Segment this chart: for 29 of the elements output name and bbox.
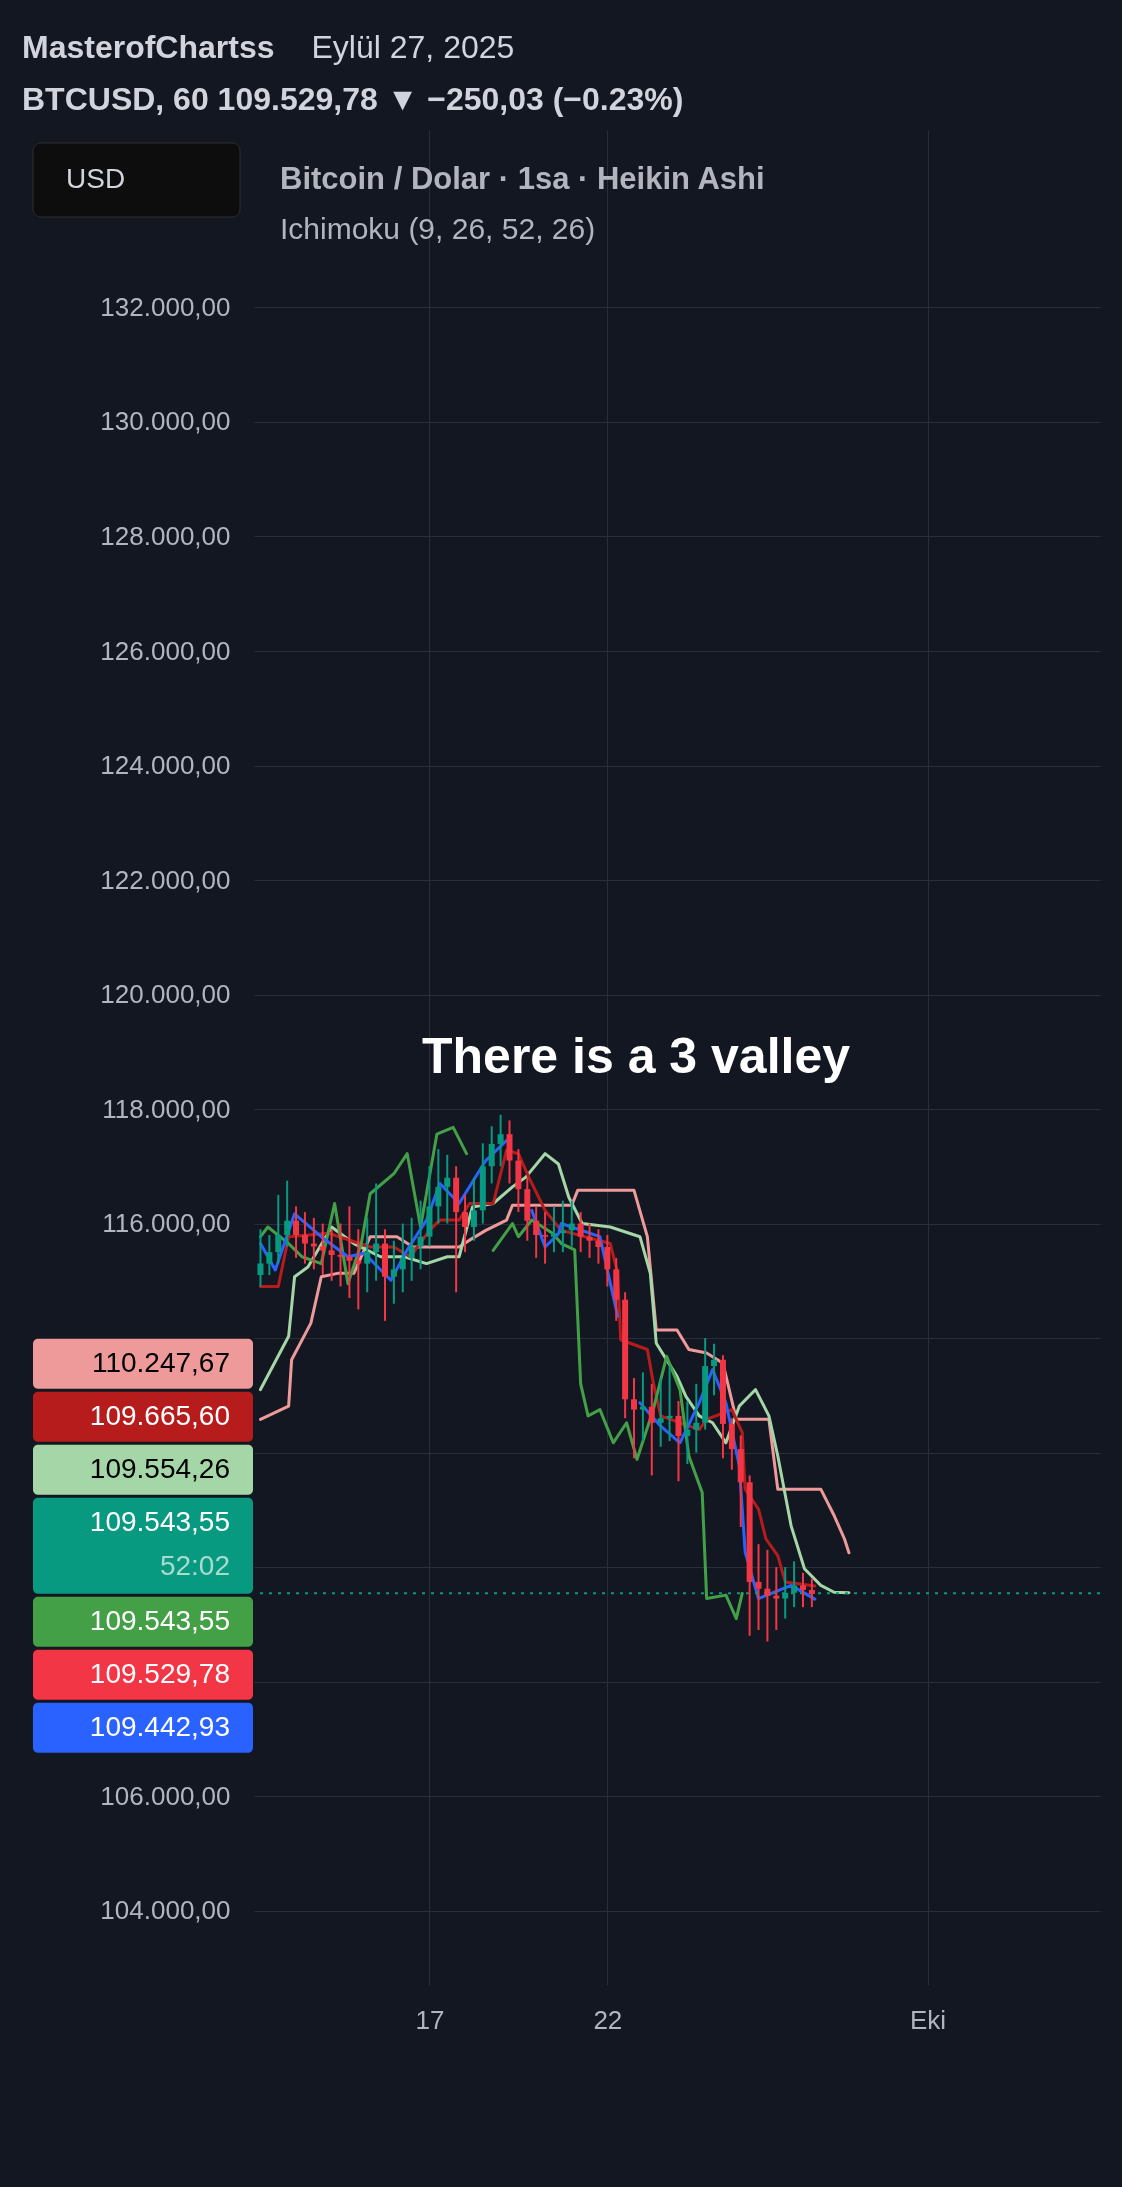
y-tick-label: 106.000,00: [100, 1780, 231, 1811]
y-tick-label: 128.000,00: [100, 521, 231, 551]
y-tick-label: 116.000,00: [102, 1208, 231, 1239]
y-tick-label: 122.000,00: [100, 864, 231, 895]
text: USD: [66, 163, 126, 194]
text: 109.442,93: [89, 1710, 230, 1742]
y-tick-label: 104.000,00: [100, 1895, 231, 1926]
text: 109.554,26: [89, 1452, 230, 1484]
annotation: There is a 3 valley: [422, 1028, 851, 1084]
ref-line-label: 109.543,55: [89, 1505, 230, 1537]
x-tick-label: Eki: [909, 2004, 947, 2035]
text: Ichimoku (9, 26, 52, 26): [280, 212, 596, 245]
text: 109.543,55: [89, 1604, 230, 1636]
y-tick-label: 120.000,00: [100, 979, 231, 1010]
text: MasterofChartss: [22, 29, 275, 65]
y-tick-label: 118.000,00: [102, 1093, 231, 1124]
y-tick-label: 126.000,00: [100, 635, 231, 666]
text: 52:02: [159, 1549, 230, 1581]
text: 110.247,67: [91, 1346, 230, 1378]
y-tick-label: 132.000,00: [100, 291, 231, 322]
text: BTCUSD, 60 109.529,78 ▼ −250,03 (−0.23%): [22, 81, 684, 117]
y-tick-label: 124.000,00: [100, 750, 231, 781]
x-tick-label: 17: [415, 2004, 445, 2035]
x-tick-label: 22: [593, 2004, 623, 2035]
text: 109.665,60: [89, 1399, 230, 1431]
text: 109.529,78: [89, 1657, 230, 1689]
y-tick-label: 130.000,00: [100, 406, 231, 437]
text: Bitcoin / Dolar · 1sa · Heikin Ashi: [280, 161, 765, 196]
text: Eylül 27, 2025: [311, 29, 515, 65]
